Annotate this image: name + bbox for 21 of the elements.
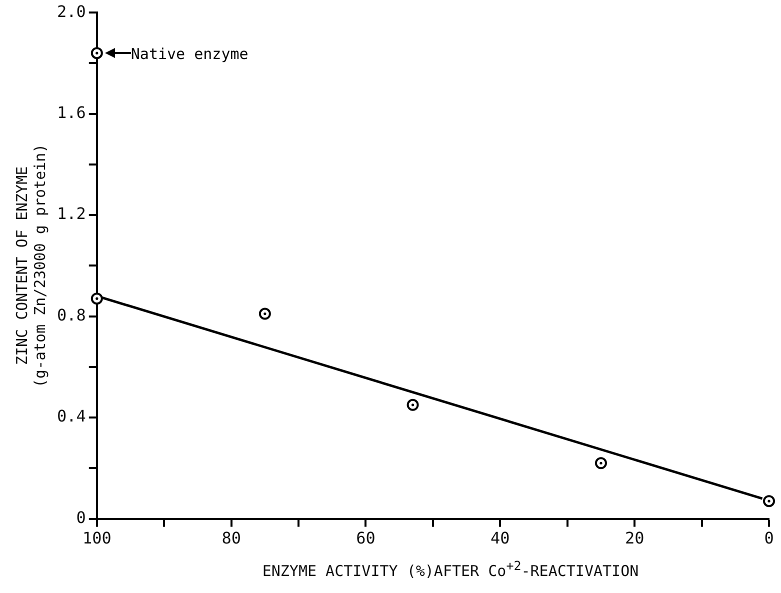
x-tick-label: 80 — [222, 528, 241, 548]
point — [90, 47, 103, 60]
y-axis-title: ZINC CONTENT OF ENZYME (g-atom Zn/23000 g protein) — [12, 144, 49, 388]
point — [406, 398, 419, 411]
y-tick-label: 0.4 — [56, 406, 86, 426]
x-axis-title: ENZYME ACTIVITY (%)AFTER Co$^{+2}$-REACTIVATION — [261, 558, 640, 580]
y-tick-label: 0.8 — [56, 305, 86, 324]
annotation: Native enzyme — [130, 44, 248, 63]
x-tick-label: 40 — [490, 528, 510, 548]
y-tick-label: 0 — [76, 508, 86, 527]
x-tick-label: 20 — [624, 528, 644, 548]
point — [90, 292, 103, 305]
y-tick-label: 2.0 — [56, 2, 86, 21]
x-tick-label: 60 — [356, 528, 376, 548]
x-tick-label: 0 — [764, 528, 774, 548]
point — [594, 457, 607, 470]
point — [258, 308, 271, 320]
y-tick-label: 1.6 — [56, 102, 86, 122]
y-tick-label: 1.2 — [56, 204, 86, 224]
x-tick-label: 100 — [82, 528, 112, 548]
point — [763, 495, 775, 508]
